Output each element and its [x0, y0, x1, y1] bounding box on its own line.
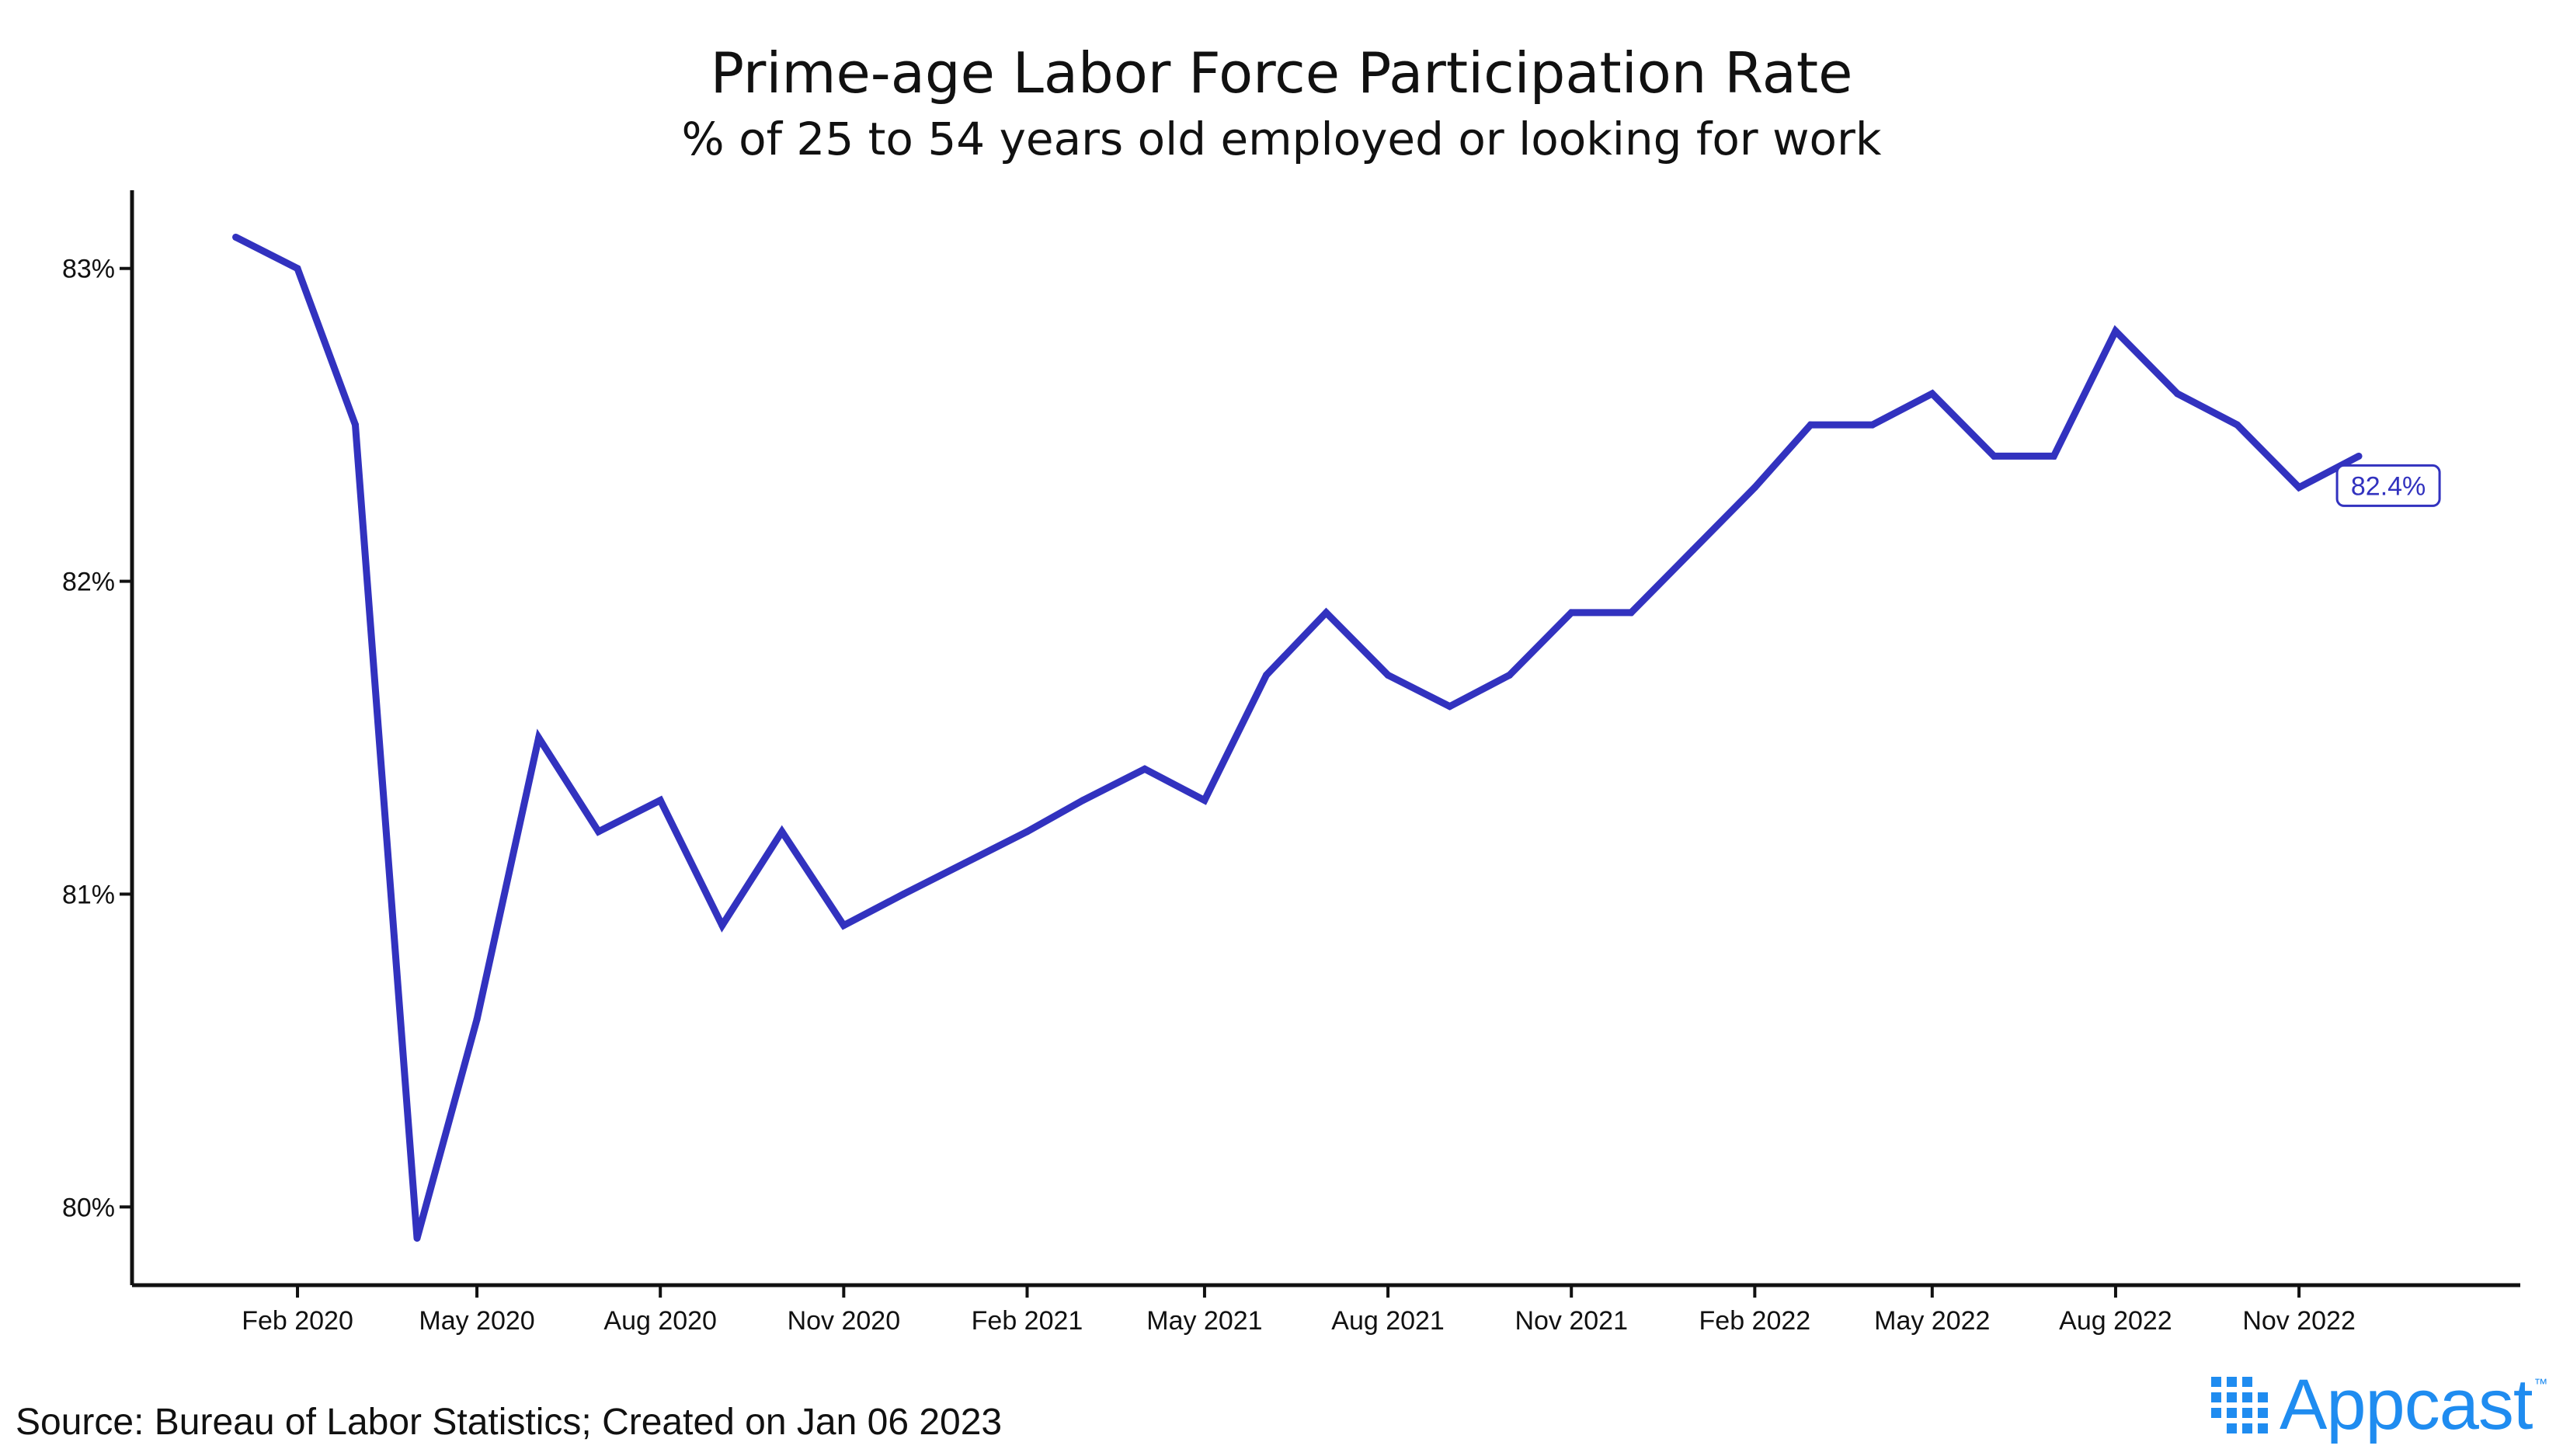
x-tick-label: Aug 2021 [1331, 1306, 1445, 1336]
data-point [1263, 671, 1270, 679]
data-point [535, 734, 543, 742]
brand-logo: Appcast ™ [2208, 1365, 2548, 1444]
x-tick-label: Nov 2021 [1514, 1306, 1628, 1336]
trademark-mark: ™ [2533, 1376, 2548, 1392]
brand-name: Appcast [2280, 1365, 2533, 1444]
logo-dot [2211, 1377, 2221, 1387]
x-tick-label: May 2020 [419, 1306, 534, 1336]
series-line [234, 234, 2361, 1239]
y-tick-label: 82% [62, 568, 115, 597]
series-layer [234, 234, 2361, 1239]
logo-dot [2242, 1392, 2252, 1402]
logo-dot [2227, 1423, 2237, 1433]
logo-dot [2242, 1377, 2252, 1387]
data-point [232, 233, 239, 241]
x-tick-label: Aug 2022 [2059, 1306, 2172, 1336]
data-point [1567, 609, 1575, 617]
data-point [1323, 609, 1330, 617]
data-point [1928, 390, 1936, 398]
logo-dot [2211, 1392, 2221, 1402]
data-point [2295, 484, 2303, 492]
annotation-label: 82.4% [2351, 471, 2426, 501]
logo-dot [2242, 1408, 2252, 1418]
data-point [1024, 828, 1031, 836]
data-point [1201, 797, 1208, 804]
y-tick-label: 81% [62, 880, 115, 909]
data-point [1384, 671, 1392, 679]
data-point [1990, 452, 1998, 460]
x-tick-label: May 2022 [1874, 1306, 1990, 1336]
x-tick-label: Feb 2022 [1699, 1306, 1811, 1336]
data-point [1627, 609, 1635, 617]
y-tick-label: 83% [62, 255, 115, 284]
data-point [1751, 484, 1758, 492]
x-tick-label: Feb 2020 [242, 1306, 353, 1336]
data-point [1506, 671, 1514, 679]
data-points [232, 233, 2363, 1242]
data-point [778, 828, 786, 836]
data-point [718, 922, 726, 930]
data-point [2112, 327, 2120, 335]
logo-dot [2227, 1408, 2237, 1418]
annotation-box [2335, 464, 2441, 507]
logo-dot [2258, 1423, 2268, 1433]
data-point [656, 797, 664, 804]
data-point [2050, 452, 2057, 460]
data-point [1446, 703, 1454, 711]
annotation-layer: 82.4% [2335, 464, 2441, 507]
y-axis-ticks: 80% 81% 82% 83% [62, 255, 132, 1222]
chart-axes [130, 190, 2520, 1287]
data-point [294, 265, 301, 273]
chart-subtitle: % of 25 to 54 years old employed or look… [681, 113, 1882, 165]
data-point [2234, 421, 2241, 429]
y-tick-label: 80% [62, 1193, 115, 1222]
data-point [1141, 765, 1149, 773]
data-point [899, 890, 907, 898]
x-tick-label: Nov 2022 [2242, 1306, 2356, 1336]
data-point [413, 1235, 421, 1242]
data-point [1689, 546, 1697, 554]
data-point [595, 828, 603, 836]
data-point [962, 859, 969, 867]
logo-dot [2242, 1423, 2252, 1433]
logo-dot [2258, 1392, 2268, 1402]
logo-dot [2227, 1392, 2237, 1402]
x-tick-label: Nov 2020 [788, 1306, 901, 1336]
appcast-dots-icon [2211, 1377, 2268, 1433]
data-point [1869, 421, 1876, 429]
source-note: Source: Bureau of Labor Statistics; Crea… [16, 1402, 1003, 1443]
x-tick-label: May 2021 [1146, 1306, 1262, 1336]
logo-dot [2258, 1408, 2268, 1418]
data-point [1079, 797, 1087, 804]
data-point [2355, 452, 2363, 460]
data-point [840, 922, 847, 930]
x-tick-label: Feb 2021 [972, 1306, 1083, 1336]
x-tick-label: Aug 2020 [603, 1306, 717, 1336]
logo-dot [2227, 1377, 2237, 1387]
data-point [473, 1016, 481, 1023]
chart-title: Prime-age Labor Force Participation Rate [710, 40, 1853, 106]
x-axis-ticks: Feb 2020 May 2020 Aug 2020 Nov 2020 Feb 2021… [242, 1285, 2356, 1336]
data-point [1807, 421, 1814, 429]
data-point [352, 421, 359, 429]
logo-dot [2211, 1408, 2221, 1418]
data-point [2174, 390, 2181, 398]
